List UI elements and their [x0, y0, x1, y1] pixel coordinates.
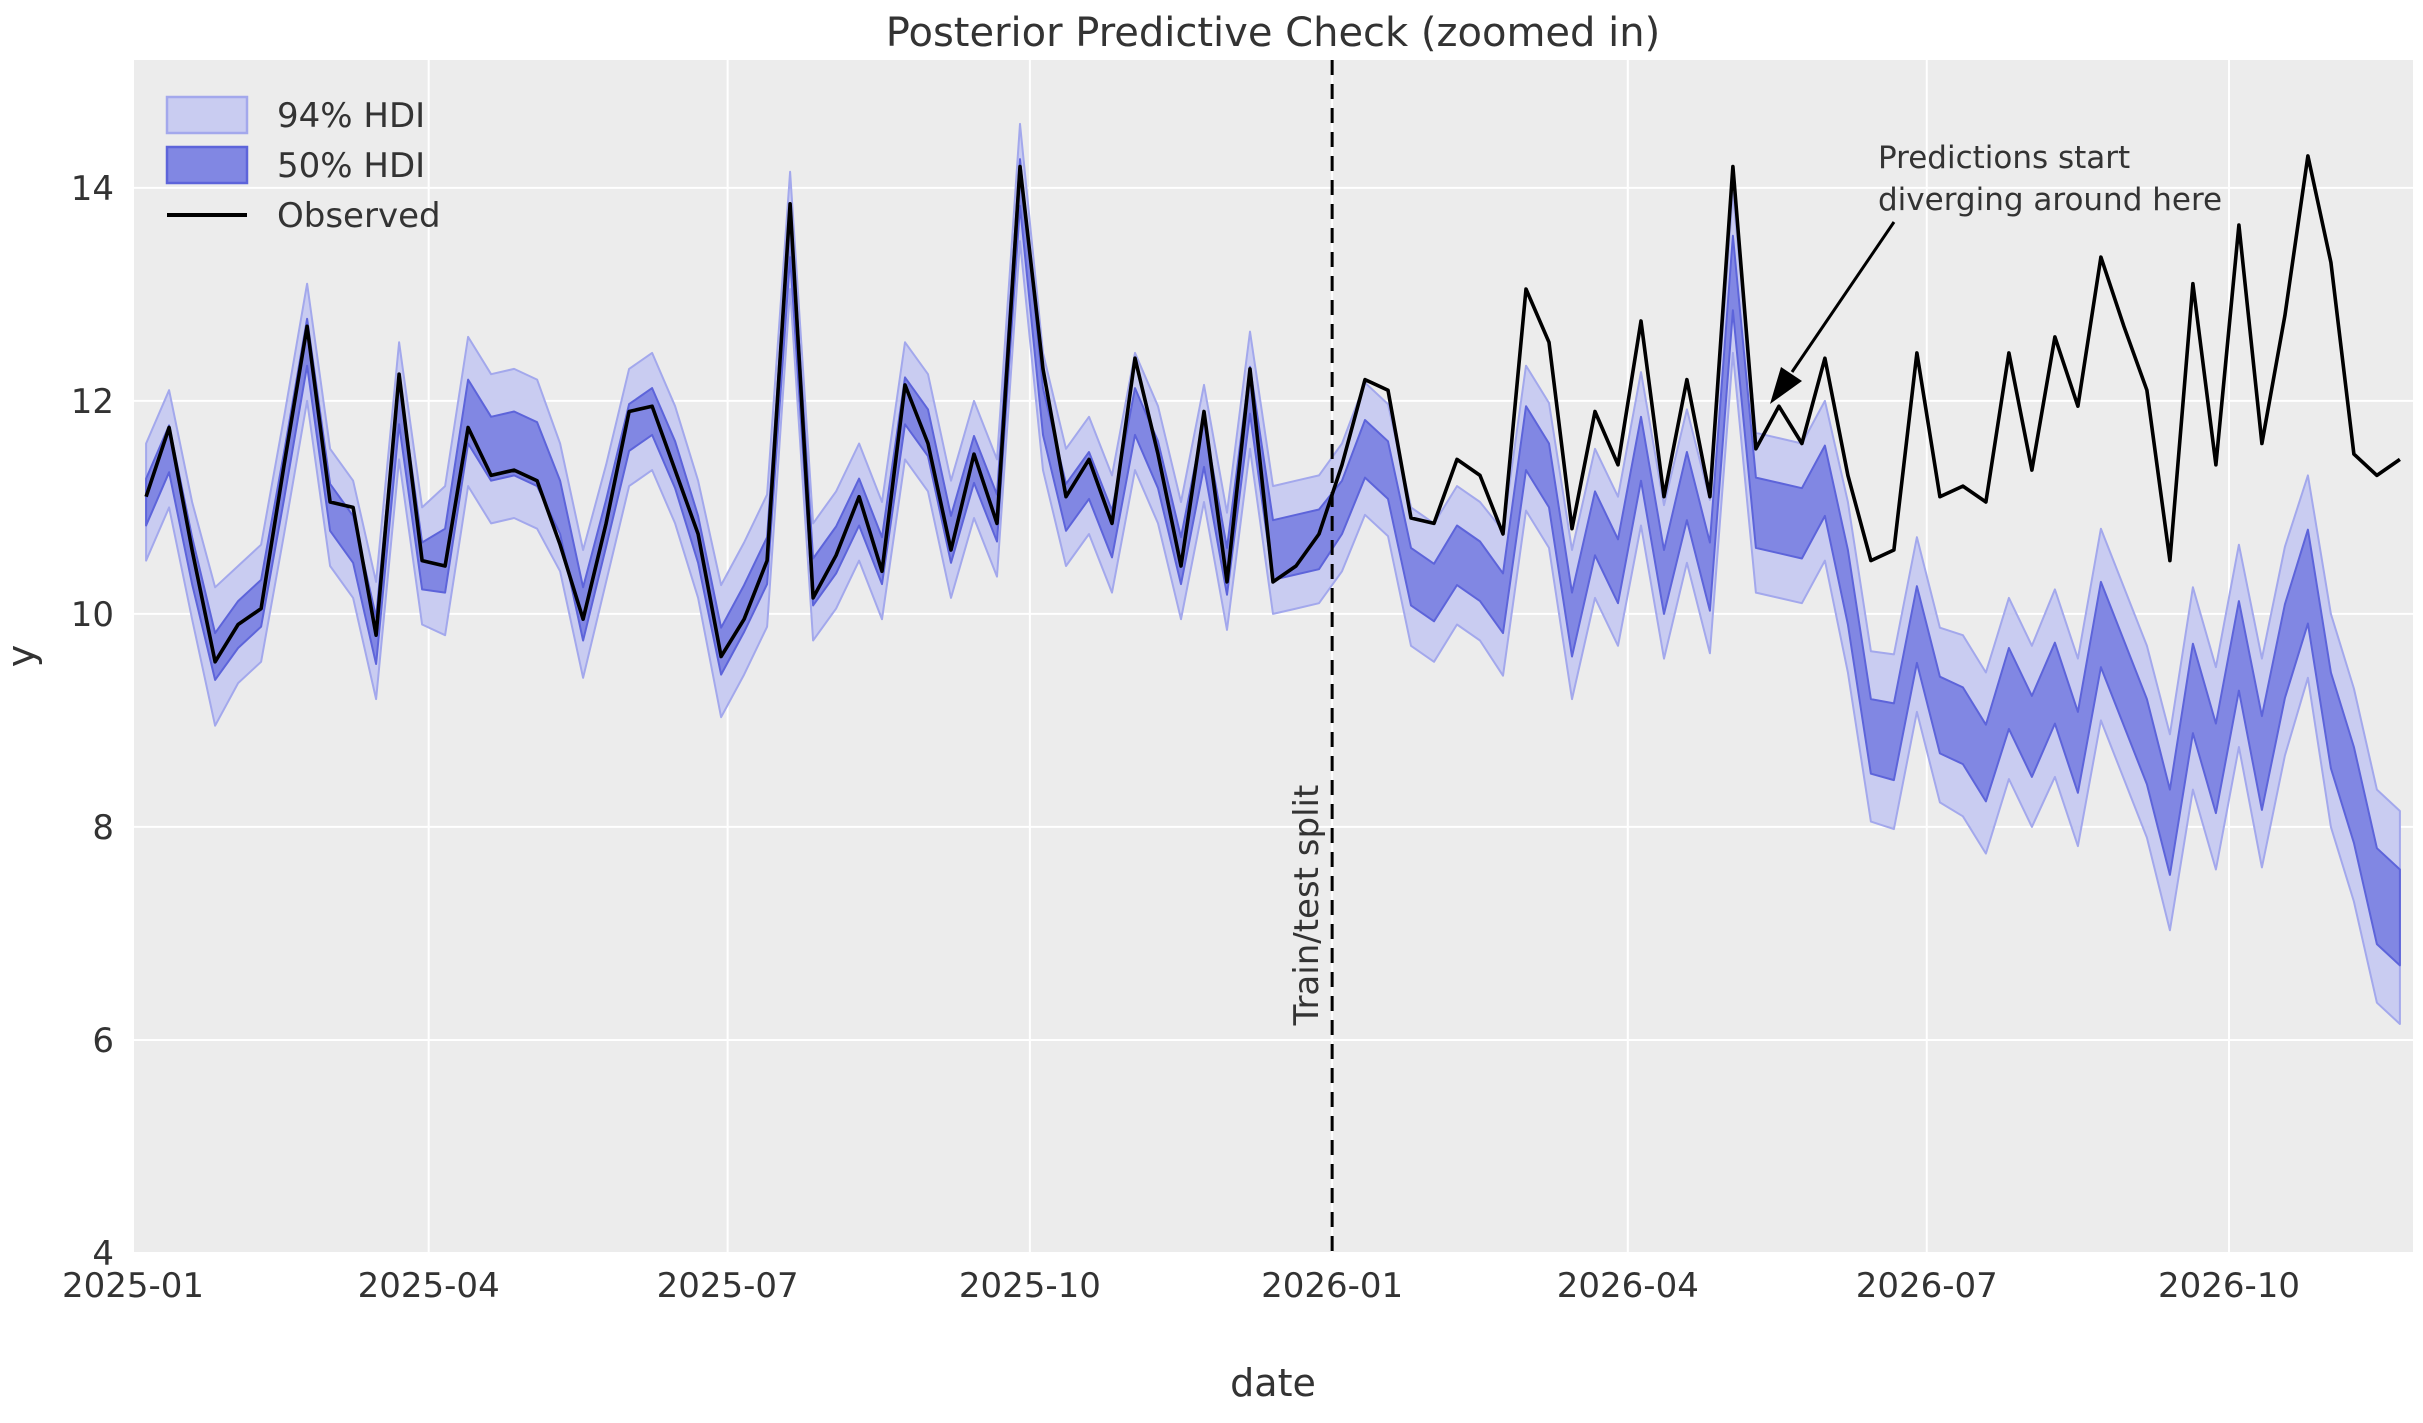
x-tick-label: 2026-07 [1856, 1266, 1998, 1306]
y-tick-label: 10 [71, 595, 114, 635]
x-axis-tick-labels: 2025-01 2025-04 2025-07 2025-10 2026-01 2026-… [62, 1266, 2300, 1306]
legend-label-observed: Observed [277, 196, 441, 236]
x-tick-label: 2026-01 [1261, 1266, 1403, 1306]
y-tick-label: 14 [71, 169, 114, 209]
x-tick-label: 2026-10 [2158, 1266, 2300, 1306]
x-tick-label: 2026-04 [1557, 1266, 1699, 1306]
annotation-arrowhead-icon [1770, 367, 1802, 404]
hdi50-band [145, 158, 2401, 967]
observed-line [144, 154, 2401, 664]
y-tick-label: 6 [92, 1021, 114, 1061]
x-tick-label: 2025-07 [657, 1266, 799, 1306]
x-axis-label: date [1230, 1361, 1316, 1405]
y-axis-tick-labels: 4 6 8 10 12 14 [71, 169, 114, 1274]
train-test-split-label: Train/test split [1287, 785, 1327, 1027]
y-tick-label: 8 [92, 808, 114, 848]
annotation-line1: Predictions start [1878, 140, 2130, 176]
y-tick-label: 4 [92, 1234, 114, 1274]
x-tick-label: 2025-04 [358, 1266, 500, 1306]
legend-swatch-50hdi [165, 145, 249, 185]
annotation: Predictions start diverging around here [1770, 140, 2222, 404]
y-tick-label: 12 [71, 382, 114, 422]
x-tick-label: 2025-01 [62, 1266, 204, 1306]
y-axis-label: y [0, 645, 43, 668]
legend: 94% HDI 50% HDI Observed [165, 95, 441, 236]
legend-label-94hdi: 94% HDI [277, 96, 425, 136]
x-tick-label: 2025-10 [959, 1266, 1101, 1306]
legend-label-50hdi: 50% HDI [277, 146, 425, 186]
chart-title: Posterior Predictive Check (zoomed in) [886, 10, 1660, 56]
legend-swatch-94hdi [165, 95, 249, 135]
annotation-arrow [1790, 221, 1896, 373]
annotation-line2: diverging around here [1878, 182, 2222, 218]
